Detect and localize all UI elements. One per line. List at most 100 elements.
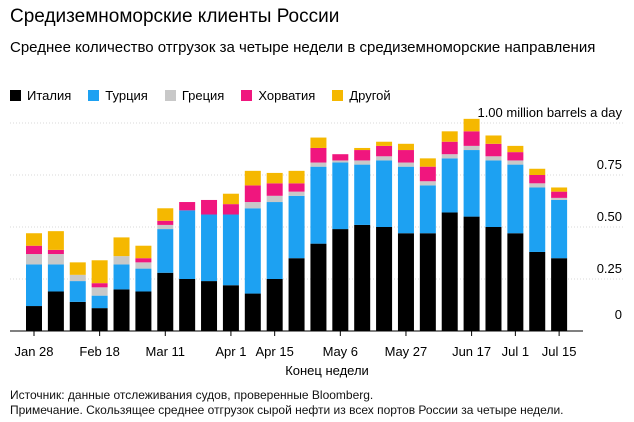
bar-segment [529,187,546,252]
bar-segment [47,264,64,292]
bar-segment [419,166,436,182]
bar-segment [376,145,393,157]
y-tick-label: 0.75 [597,157,622,172]
bar-segment [332,154,349,161]
bar-segment [91,260,108,284]
bar-segment [47,291,64,331]
bar-segment [26,254,42,265]
footnote: Примечание. Скользящее среднее отгрузок … [10,403,564,417]
bar-segment [135,291,152,331]
bar-segment [69,262,86,275]
y-tick-label: 1.00 million barrels a day [477,105,622,120]
bar-segment [332,162,349,230]
bar-segment [397,233,414,331]
source-note: Источник: данные отслеживания судов, про… [10,388,374,402]
bar-segment [485,143,502,157]
legend-swatch [164,89,176,101]
legend-item-italy: Италия [10,88,71,103]
bar-segment [354,160,371,165]
legend-label: Турция [105,87,148,103]
bar-segment [157,208,174,221]
bar-segment [222,285,239,331]
bar-segment [157,272,174,331]
bar-segment [551,191,568,198]
bar-segment [310,162,327,167]
legend-label: Греция [181,87,225,103]
bar-segment [529,168,546,175]
bar-segment [201,281,218,331]
bar-segment [354,150,371,161]
bar-segment [157,224,174,230]
bar-segment [529,183,546,188]
bar-segment [507,233,524,331]
x-tick-label: Feb 18 [79,344,119,359]
bar-segment [288,258,305,331]
bar-segment [201,214,218,282]
bar-segment [529,175,546,184]
legend-swatch [88,89,100,101]
x-tick-label: May 6 [323,344,358,359]
bar-segment [26,245,42,255]
bar-segment [113,264,130,290]
bar-segment [222,193,239,205]
bar-segment [397,162,414,167]
bar-segment [179,202,196,211]
bar-segment [332,229,349,331]
bar-segment [26,264,42,307]
bar-segment [91,283,108,288]
bar-segment [441,154,458,159]
x-tick-label: Jul 1 [502,344,529,359]
bar-segment [354,147,371,151]
bar-segment [354,164,371,225]
bar-segment [507,164,524,234]
bar-segment [397,150,414,163]
bar-segment [91,295,108,309]
x-tick-label: Apr 15 [256,344,294,359]
bar-segment [135,245,152,259]
bar-segment [463,118,480,132]
bar-segment [463,131,480,146]
bar-segment [69,301,86,331]
bar-segment [551,187,568,192]
bar-segment [47,254,64,265]
bar-segment [266,183,283,196]
bar-segment [463,145,480,151]
bar-segment [113,256,130,265]
bar-segment [135,268,152,292]
bar-segment [376,156,393,161]
legend-swatch [241,89,253,101]
y-tick-label: 0.50 [597,209,622,224]
bar-segment [441,212,458,331]
bar-segment [179,210,196,279]
bar-segment [69,281,86,302]
bar-segment [135,258,152,263]
bar-segment [419,181,436,186]
bar-segment [397,143,414,151]
bar-segment [179,279,196,331]
bar-segment [266,172,283,184]
chart-title: Средиземноморские клиенты России [10,6,340,27]
bar-segment [244,202,261,209]
bar-segment [376,141,393,146]
bar-segment [441,158,458,213]
bar-segment [507,152,524,161]
bar-segment [113,289,130,331]
y-tick-label: 0 [615,307,622,322]
x-axis-title: Конец недели [285,363,369,378]
bar-segment [244,208,261,294]
bar-segment [419,233,436,331]
bar-segment [266,279,283,331]
bar-segment [113,237,130,257]
bar-segment [485,156,502,161]
bar-segment [419,158,436,167]
legend-swatch [332,89,344,101]
bar-segment [441,131,458,142]
bar-segment [91,308,108,331]
bar-segment [288,183,305,192]
x-tick-label: May 27 [385,344,428,359]
legend-label: Другой [349,87,391,103]
chart-subtitle: Среднее количество отгрузок за четыре не… [10,39,596,56]
bar-segment [551,199,568,259]
y-tick-label: 0.25 [597,261,622,276]
